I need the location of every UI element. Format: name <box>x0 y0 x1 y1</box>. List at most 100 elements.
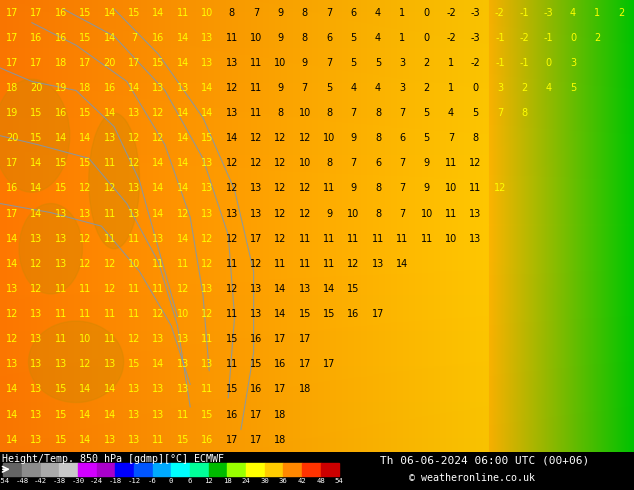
Text: 14: 14 <box>103 33 116 43</box>
Text: Height/Temp. 850 hPa [gdmp][°C] ECMWF: Height/Temp. 850 hPa [gdmp][°C] ECMWF <box>2 454 224 464</box>
Bar <box>171 463 190 476</box>
Text: 14: 14 <box>30 158 42 169</box>
Text: -2: -2 <box>519 33 529 43</box>
Text: 13: 13 <box>103 133 116 143</box>
Text: 1: 1 <box>399 33 405 43</box>
Text: 11: 11 <box>226 359 238 369</box>
Text: 12: 12 <box>177 209 189 219</box>
Text: 13: 13 <box>30 410 42 419</box>
Text: 11: 11 <box>55 284 67 294</box>
Text: 10: 10 <box>250 33 262 43</box>
Text: 11: 11 <box>226 309 238 319</box>
Bar <box>153 463 171 476</box>
Text: 4: 4 <box>448 108 454 118</box>
Text: 12: 12 <box>128 133 140 143</box>
Ellipse shape <box>19 203 82 294</box>
Text: 12: 12 <box>299 209 311 219</box>
Text: 5: 5 <box>375 58 381 68</box>
Text: 12: 12 <box>152 309 165 319</box>
Text: 13: 13 <box>30 309 42 319</box>
Text: 1: 1 <box>448 58 454 68</box>
Text: 13: 13 <box>103 435 116 445</box>
Text: 14: 14 <box>323 284 335 294</box>
Text: 16: 16 <box>6 183 18 194</box>
Text: 13: 13 <box>250 183 262 194</box>
Text: 17: 17 <box>6 33 18 43</box>
Bar <box>283 463 302 476</box>
Text: -2: -2 <box>495 7 505 18</box>
Text: -54: -54 <box>0 478 10 484</box>
Text: 7: 7 <box>448 133 454 143</box>
Text: 12: 12 <box>275 183 287 194</box>
Text: 11: 11 <box>201 334 214 344</box>
Bar <box>3 463 22 476</box>
Text: 14: 14 <box>30 209 42 219</box>
Text: 16: 16 <box>30 33 42 43</box>
Text: 13: 13 <box>152 410 165 419</box>
Text: 19: 19 <box>55 83 67 93</box>
Text: 10: 10 <box>128 259 140 269</box>
Text: 13: 13 <box>177 83 189 93</box>
Text: 7: 7 <box>253 7 259 18</box>
Text: 15: 15 <box>323 309 335 319</box>
Text: 14: 14 <box>275 309 287 319</box>
Text: 13: 13 <box>177 359 189 369</box>
Text: 54: 54 <box>335 478 344 484</box>
Text: 12: 12 <box>226 83 238 93</box>
Text: 11: 11 <box>79 284 91 294</box>
Text: 24: 24 <box>242 478 250 484</box>
Text: 3: 3 <box>570 58 576 68</box>
Text: 17: 17 <box>6 158 18 169</box>
Text: 11: 11 <box>275 259 287 269</box>
Text: 7: 7 <box>131 33 137 43</box>
Text: 13: 13 <box>177 385 189 394</box>
Text: 9: 9 <box>424 158 430 169</box>
Text: 10: 10 <box>445 234 457 244</box>
Text: 7: 7 <box>497 108 503 118</box>
Text: 12: 12 <box>275 234 287 244</box>
Text: 11: 11 <box>177 259 189 269</box>
Text: 14: 14 <box>79 410 91 419</box>
Text: 12: 12 <box>275 133 287 143</box>
Text: 18: 18 <box>223 478 231 484</box>
Text: Th 06-06-2024 06:00 UTC (00+06): Th 06-06-2024 06:00 UTC (00+06) <box>380 455 590 466</box>
Text: 2: 2 <box>424 83 430 93</box>
Text: 10: 10 <box>177 309 189 319</box>
Text: 6: 6 <box>399 133 405 143</box>
Text: 11: 11 <box>396 234 408 244</box>
Text: 14: 14 <box>226 133 238 143</box>
Text: 20: 20 <box>103 58 116 68</box>
Text: 17: 17 <box>30 7 42 18</box>
Text: 12: 12 <box>103 183 116 194</box>
Text: 7: 7 <box>399 108 406 118</box>
Text: -1: -1 <box>544 33 553 43</box>
Text: 0: 0 <box>424 7 430 18</box>
Text: 16: 16 <box>152 33 165 43</box>
Bar <box>246 463 264 476</box>
Text: 11: 11 <box>372 234 384 244</box>
Text: 14: 14 <box>6 259 18 269</box>
Text: 1: 1 <box>448 83 454 93</box>
Text: 20: 20 <box>6 133 18 143</box>
Text: 13: 13 <box>6 359 18 369</box>
Text: -24: -24 <box>90 478 103 484</box>
Text: 14: 14 <box>152 209 165 219</box>
Text: 7: 7 <box>302 83 308 93</box>
Text: 11: 11 <box>128 234 140 244</box>
Text: 9: 9 <box>351 183 357 194</box>
Text: 12: 12 <box>226 234 238 244</box>
Text: 11: 11 <box>128 309 140 319</box>
Text: 12: 12 <box>177 284 189 294</box>
Text: 13: 13 <box>201 284 214 294</box>
Bar <box>134 463 153 476</box>
Text: 13: 13 <box>30 234 42 244</box>
Text: 15: 15 <box>226 385 238 394</box>
Text: -1: -1 <box>495 58 505 68</box>
Text: 11: 11 <box>128 284 140 294</box>
Text: 14: 14 <box>79 385 91 394</box>
Text: 13: 13 <box>201 359 214 369</box>
Text: 11: 11 <box>250 83 262 93</box>
Text: 14: 14 <box>103 7 116 18</box>
Text: 9: 9 <box>424 183 430 194</box>
Text: 11: 11 <box>152 435 165 445</box>
